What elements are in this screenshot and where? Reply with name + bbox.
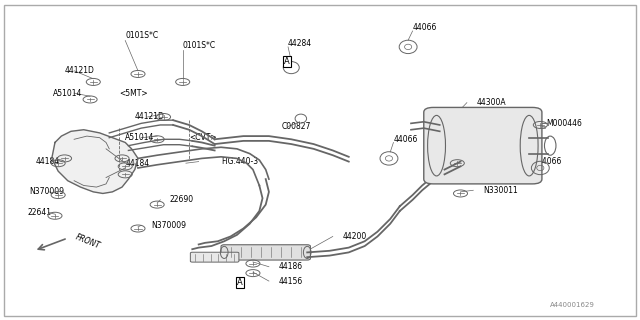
Text: 44011A: 44011A xyxy=(458,151,486,160)
Text: A51014: A51014 xyxy=(125,133,155,142)
Text: 44284: 44284 xyxy=(288,39,312,48)
Text: 44121D: 44121D xyxy=(65,66,95,75)
Text: 44066: 44066 xyxy=(413,23,437,32)
Text: 44184: 44184 xyxy=(125,159,149,168)
Text: 44200: 44200 xyxy=(342,232,367,241)
Text: 44184: 44184 xyxy=(36,157,60,166)
Text: 44066: 44066 xyxy=(537,157,561,166)
FancyBboxPatch shape xyxy=(424,108,542,184)
Text: 44300A: 44300A xyxy=(476,98,506,107)
Text: N330011: N330011 xyxy=(483,186,518,195)
Text: N370009: N370009 xyxy=(151,221,186,230)
Text: FRONT: FRONT xyxy=(74,232,102,250)
Text: <CVT>: <CVT> xyxy=(189,133,217,142)
Text: 22690: 22690 xyxy=(170,195,194,204)
Text: 22641: 22641 xyxy=(28,208,51,217)
Text: 44066: 44066 xyxy=(394,135,418,144)
Text: A51014: A51014 xyxy=(53,89,83,98)
Text: <5MT>: <5MT> xyxy=(119,89,147,98)
Text: 44121D: 44121D xyxy=(135,113,164,122)
FancyBboxPatch shape xyxy=(221,245,310,260)
Text: M000446: M000446 xyxy=(547,119,582,128)
Text: A: A xyxy=(237,278,243,287)
Text: A: A xyxy=(284,57,290,66)
Text: C00827: C00827 xyxy=(282,122,311,131)
Text: 44156: 44156 xyxy=(278,276,303,285)
Text: 44186: 44186 xyxy=(278,262,303,271)
Text: 0101S*C: 0101S*C xyxy=(125,31,158,40)
FancyBboxPatch shape xyxy=(190,252,239,262)
Text: FIG.440-3: FIG.440-3 xyxy=(221,157,258,166)
Text: A440001629: A440001629 xyxy=(550,302,595,308)
Text: 0101S*C: 0101S*C xyxy=(182,41,216,50)
Text: N370009: N370009 xyxy=(29,188,65,196)
Polygon shape xyxy=(52,130,138,194)
